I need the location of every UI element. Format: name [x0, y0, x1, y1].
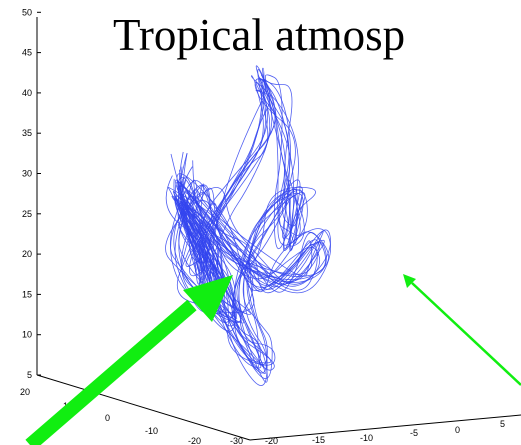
thick-arrow-shaft: [25, 299, 197, 445]
z-tick-label: 30: [22, 169, 32, 179]
y-axis-line: [36, 374, 251, 441]
thin-arrow-shaft: [411, 282, 521, 386]
trajectory-line: [170, 65, 331, 366]
chart-title: Tropical atmosp: [113, 10, 405, 60]
x-tick-label: -20: [265, 436, 278, 445]
x-tick-label: -15: [312, 435, 325, 445]
thick-arrow-head: [183, 275, 233, 322]
x-tick-label: 0: [455, 425, 460, 435]
trajectory-line: [165, 74, 325, 371]
z-tick-label: 35: [22, 128, 32, 138]
z-tick-label: 5: [27, 370, 32, 380]
trajectory-line: [174, 78, 326, 366]
z-tick-label: 15: [22, 289, 32, 299]
z-tick-label: 10: [22, 330, 32, 340]
trajectory-line: [175, 79, 313, 379]
x-tick-label: 5: [500, 419, 505, 429]
x-ticks: -20 -15 -10 -5 0 5: [265, 419, 505, 445]
z-tick-label: 20: [22, 249, 32, 259]
y-tick-label: -20: [188, 436, 201, 445]
y-tick-label: 20: [20, 387, 30, 397]
y-tick-label: 0: [105, 413, 110, 423]
trajectory-line: [167, 75, 321, 383]
thin-arrow-head: [403, 274, 416, 288]
arrow-annotations: [25, 274, 521, 445]
trajectory-group: [165, 65, 331, 386]
z-tick-label: 25: [22, 209, 32, 219]
y-tick-label: -10: [145, 426, 158, 436]
z-tick-label: 50: [22, 7, 32, 17]
z-tick-label: 45: [22, 48, 32, 58]
z-tick-label: 40: [22, 88, 32, 98]
z-ticks: 5 10 15 20 25 30 35 40 45 50: [22, 7, 41, 380]
x-axis-line: [249, 414, 521, 441]
x-tick-label: -5: [410, 428, 418, 438]
trajectory-line: [171, 67, 327, 369]
y-tick-label: -30: [230, 436, 243, 445]
x-tick-label: -10: [360, 433, 373, 443]
trajectory-line: [175, 81, 329, 375]
